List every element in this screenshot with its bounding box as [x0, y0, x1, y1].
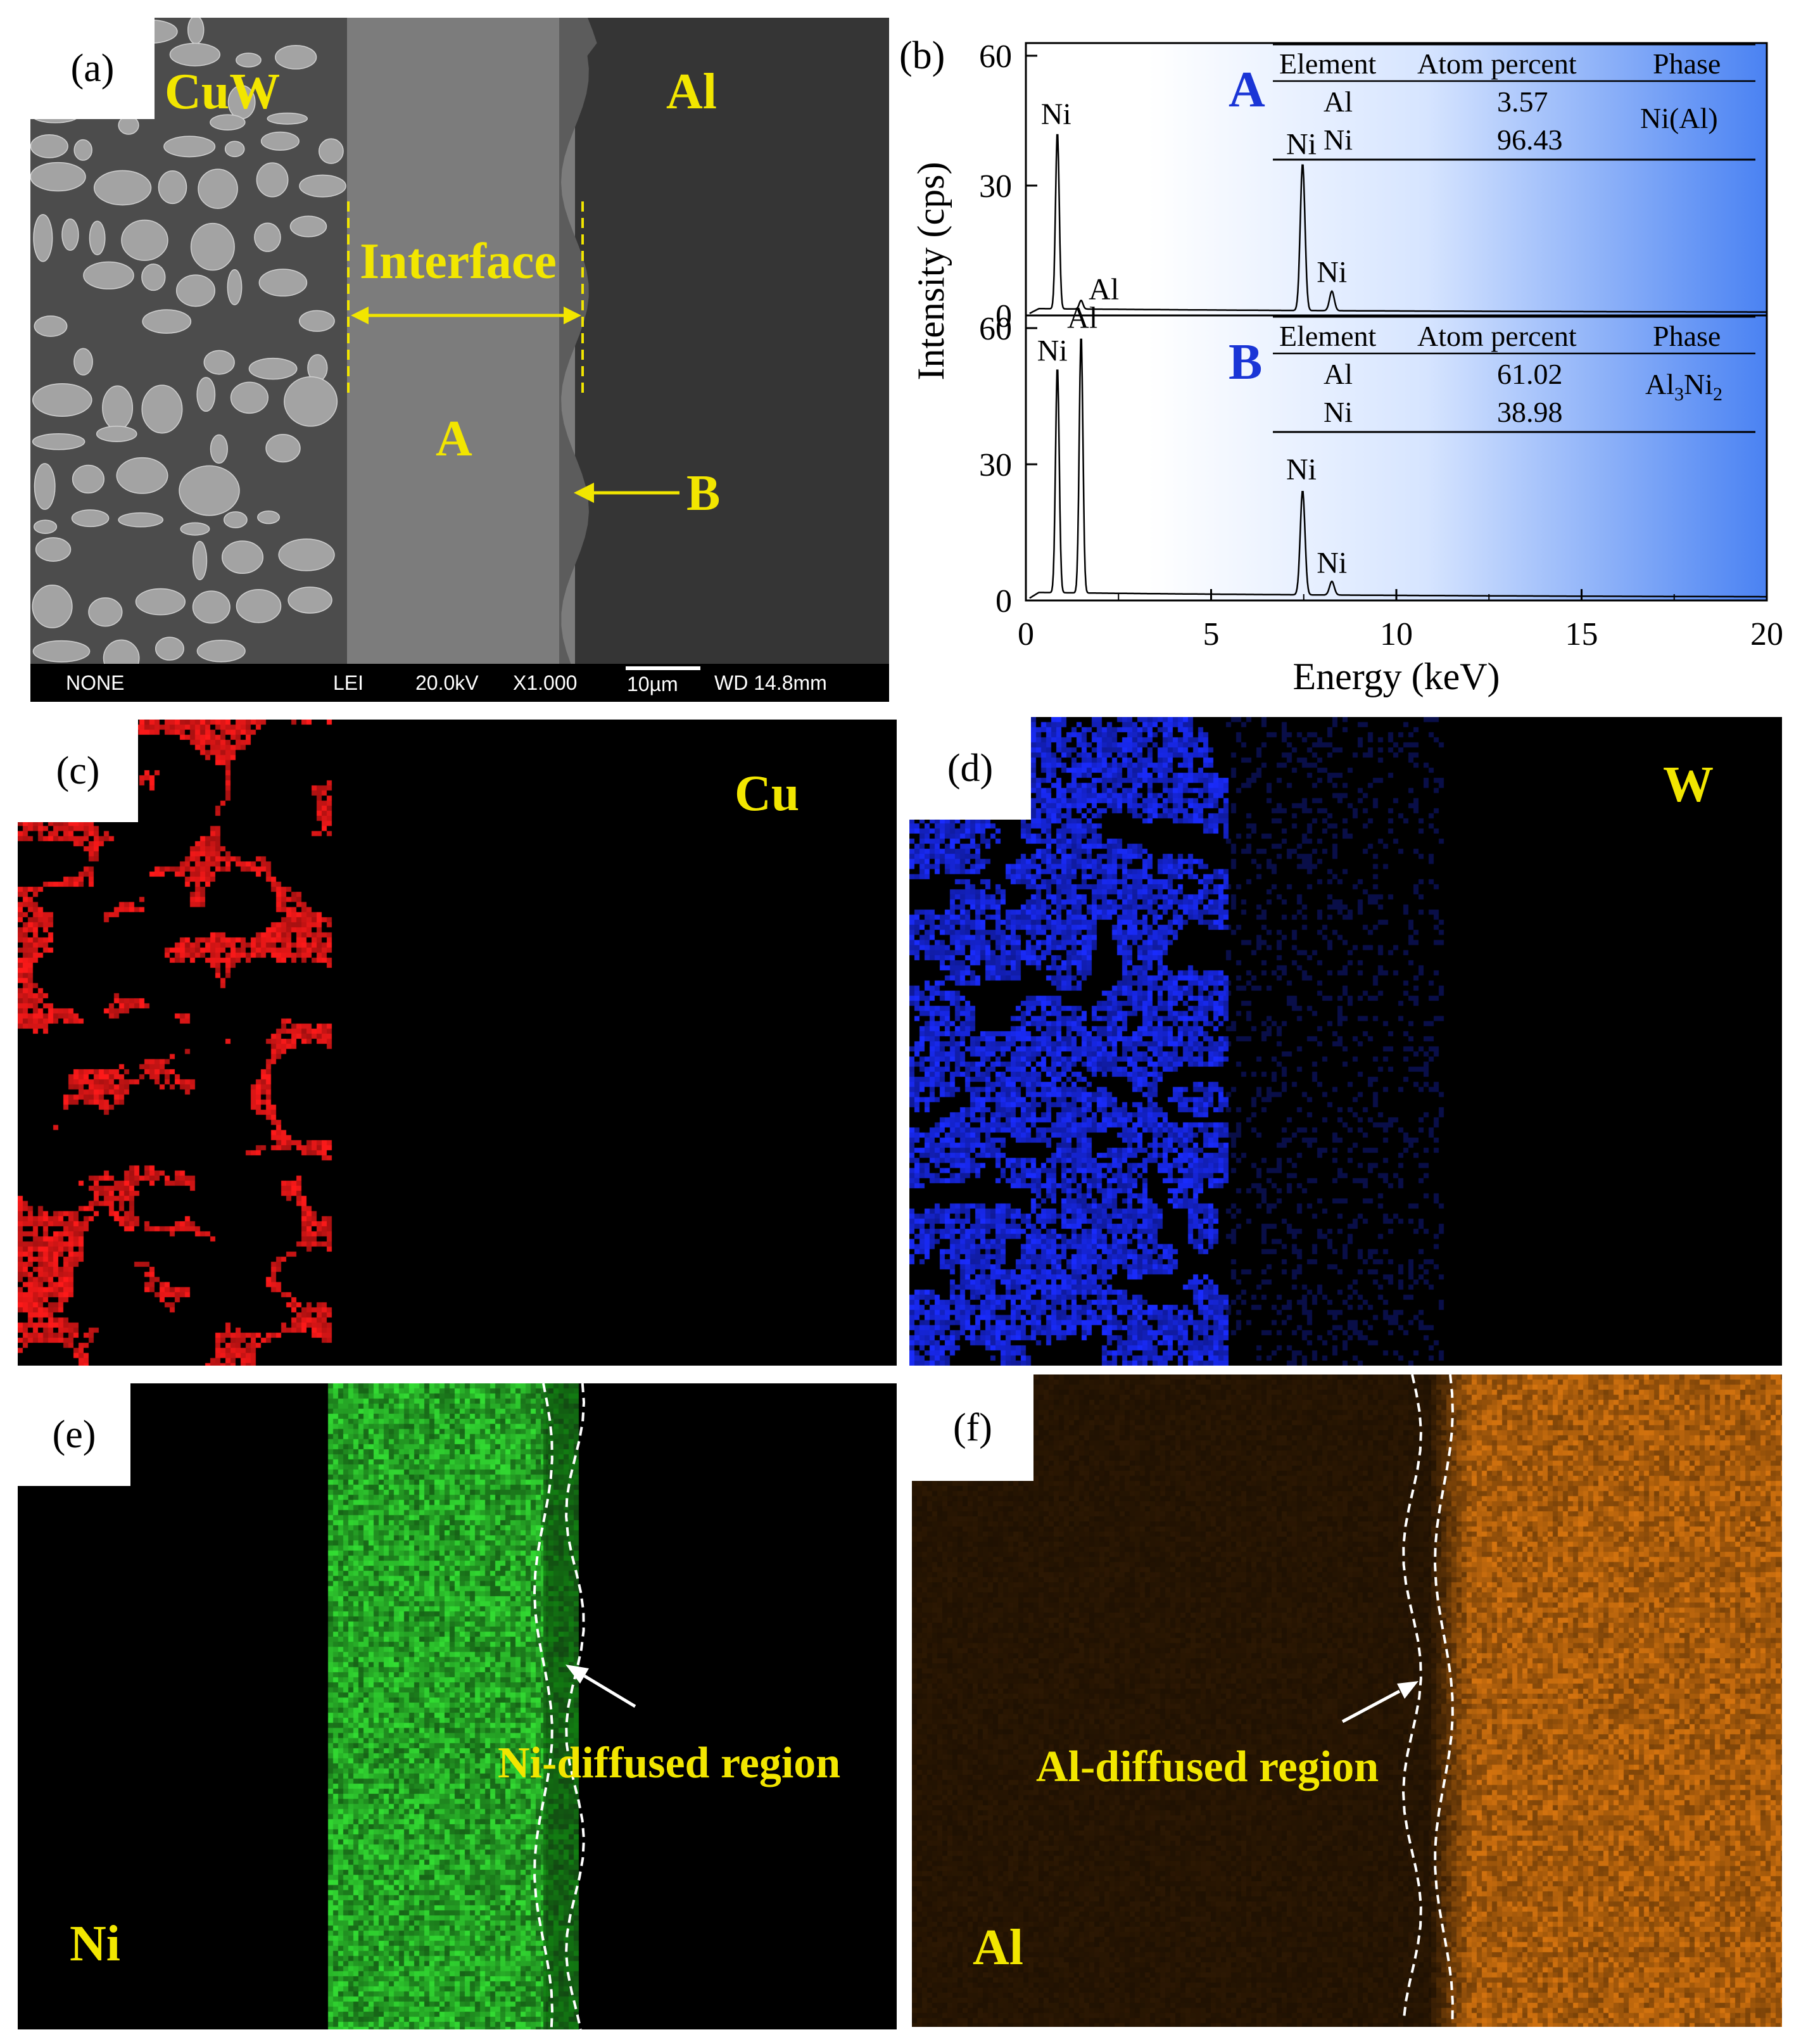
peak-label-B-3: Ni: [1317, 547, 1347, 580]
ni-region-arrowhead: [566, 1665, 589, 1684]
xtick-label-10: 10: [1380, 616, 1413, 652]
y-axis-label: Intensity (cps): [910, 162, 952, 381]
al-region-arrowhead: [1397, 1681, 1419, 1699]
panel-label-c: (c): [18, 720, 138, 822]
peak-label-B-0: Ni: [1037, 334, 1068, 368]
point-b-label: B: [686, 466, 721, 521]
spectrum-B-line: [1029, 338, 1767, 599]
table-A-row-0-element: Al: [1324, 86, 1353, 118]
al-diffused-right-dashed: [1434, 1374, 1454, 2021]
interface-arrow-left: [351, 307, 369, 324]
peak-label-A-2: Ni: [1286, 128, 1317, 162]
interface-label: Interface: [360, 234, 557, 289]
panel-f-al-map: Al-diffused region Al: [912, 1374, 1782, 2027]
table-B-row-1-percent: 38.98: [1497, 396, 1563, 428]
al-element-map: [912, 1374, 1782, 2027]
al-diffused-boundary: [1341, 1374, 1454, 2021]
ni-diffused-boundary: [533, 1383, 636, 2029]
xtick-label-15: 15: [1565, 616, 1598, 652]
element-label-w: W: [1663, 757, 1714, 813]
table-B-header-2: Phase: [1653, 320, 1721, 352]
spectrum-name-A: A: [1229, 62, 1265, 118]
xtick-label-0: 0: [1018, 616, 1034, 652]
sem-magnification: X1.000: [513, 671, 578, 694]
al-diffused-region-label: Al-diffused region: [1036, 1742, 1379, 1791]
point-b-arrowhead: [574, 483, 594, 503]
sem-scale-bar: [626, 666, 700, 670]
sem-working-distance: WD 14.8mm: [714, 671, 827, 694]
table-B-phase: Al3Ni2: [1645, 368, 1722, 405]
panel-d-w-map: W: [909, 717, 1782, 1366]
table-A-header-2: Phase: [1653, 48, 1721, 80]
sem-signal: NONE: [66, 671, 125, 694]
table-A-row-0-percent: 3.57: [1497, 86, 1548, 118]
peak-label-B-1: Al: [1067, 302, 1097, 335]
xtick-label-5: 5: [1203, 616, 1220, 652]
xtick-label-20: 20: [1750, 616, 1783, 652]
al-diffused-left-dashed: [1401, 1374, 1422, 2021]
table-B-row-0-element: Al: [1324, 358, 1353, 390]
ytick-label-A-30: 30: [979, 168, 1012, 205]
region-label-al: Al: [666, 64, 717, 120]
ytick-label-B-60: 60: [979, 311, 1012, 347]
ni-region-arrow-shaft: [583, 1674, 636, 1708]
element-label-ni: Ni: [70, 1916, 120, 1972]
cu-element-map: [18, 720, 897, 1366]
table-B-row-1-element: Ni: [1324, 396, 1353, 428]
interface-arrow-right: [564, 307, 581, 324]
panel-label-f: (f): [912, 1374, 1033, 1481]
panel-a-sem-image: CuW Al Interface A B NONE LEI 20.0kV X1.…: [30, 18, 889, 702]
ytick-label-B-30: 30: [979, 447, 1012, 483]
spectrum-B-gradient: [1148, 316, 1767, 600]
panel-c-cu-map: Cu: [18, 720, 897, 1366]
peak-label-A-0: Ni: [1041, 98, 1071, 131]
tungsten-particles: [30, 18, 346, 664]
table-A-phase: Ni(Al): [1640, 102, 1718, 134]
table-A-header-1: Atom percent: [1417, 48, 1577, 80]
peak-label-A-1: Al: [1089, 272, 1119, 306]
region-label-cuw: CuW: [165, 64, 281, 120]
ytick-label-A-0: 0: [995, 298, 1012, 334]
table-A-row-1-element: Ni: [1324, 124, 1353, 156]
ni-diffused-region-label: Ni-diffused region: [498, 1739, 841, 1787]
panel-label-d: (d): [909, 717, 1031, 820]
sem-voltage: 20.0kV: [415, 671, 479, 694]
peak-label-A-3: Ni: [1317, 255, 1347, 289]
table-B-header-1: Atom percent: [1417, 320, 1577, 352]
table-A-row-1-percent: 96.43: [1497, 124, 1563, 156]
ytick-label-B-0: 0: [995, 583, 1012, 619]
table-A-header-0: Element: [1279, 48, 1376, 80]
element-label-al: Al: [973, 1920, 1023, 1976]
w-element-map: [909, 717, 1782, 1366]
ytick-label-A-60: 60: [979, 39, 1012, 75]
panel-label-a: (a): [30, 18, 155, 119]
sem-detector: LEI: [333, 671, 364, 694]
ni-diffused-right-dashed: [565, 1383, 585, 2029]
panel-label-e: (e): [18, 1383, 130, 1486]
table-B-header-0: Element: [1279, 320, 1376, 352]
ni-element-map: [18, 1383, 897, 2029]
element-label-cu: Cu: [735, 766, 800, 822]
panel-e-ni-map: Ni-diffused region Ni: [18, 1383, 897, 2029]
al-region-arrow-shaft: [1341, 1689, 1401, 1723]
interface-layer-a: [347, 18, 575, 664]
table-B-row-0-percent: 61.02: [1497, 358, 1563, 390]
peak-label-B-2: Ni: [1286, 453, 1317, 486]
panel-label-b: (b): [899, 34, 945, 77]
panel-b-eds-spectra: 0 30 60 Ni Al Ni Ni A Element Atom percent Phase Al…: [899, 18, 1801, 702]
sem-micrograph: [30, 18, 889, 664]
ni-diffused-left-dashed: [533, 1383, 554, 2029]
point-a-label: A: [436, 411, 472, 467]
x-axis-label: Energy (keV): [1292, 656, 1500, 697]
spectrum-A-line: [1029, 134, 1767, 315]
spectrum-A-gradient: [1148, 44, 1767, 315]
spectrum-name-B: B: [1229, 334, 1262, 390]
sem-scale-label: 10µm: [627, 673, 678, 695]
sem-info-bar: NONE LEI 20.0kV X1.000 10µm WD 14.8mm: [30, 664, 889, 702]
interface-layer-b: [559, 18, 597, 664]
